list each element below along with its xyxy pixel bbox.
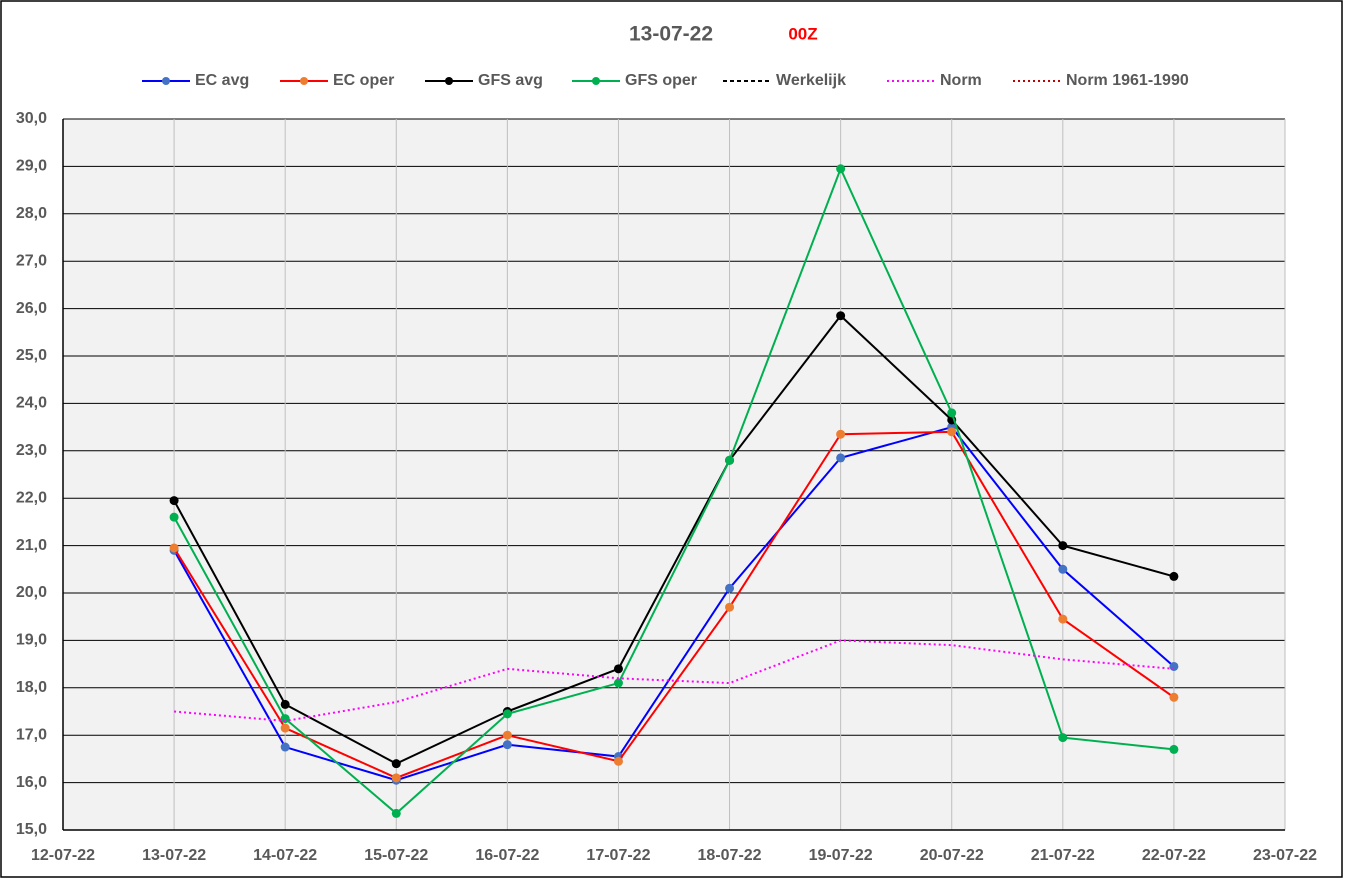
plot-area bbox=[63, 119, 1285, 830]
x-tick-label: 14-07-22 bbox=[253, 847, 317, 864]
series-marker bbox=[1058, 541, 1068, 551]
legend-marker bbox=[162, 77, 170, 85]
legend-label: Werkelijk bbox=[776, 72, 846, 89]
legend-label: EC avg bbox=[195, 72, 249, 89]
x-tick-label: 18-07-22 bbox=[698, 847, 762, 864]
series-marker bbox=[725, 602, 735, 612]
series-marker bbox=[1058, 564, 1068, 574]
series-marker bbox=[836, 164, 846, 174]
chart-title: 13-07-22 bbox=[629, 23, 713, 46]
series-marker bbox=[1058, 733, 1068, 743]
series-marker bbox=[613, 756, 623, 766]
legend-label: GFS avg bbox=[478, 72, 543, 89]
y-tick-label: 16,0 bbox=[16, 774, 47, 791]
series-marker bbox=[1169, 571, 1179, 581]
series-marker bbox=[169, 543, 179, 553]
y-tick-label: 25,0 bbox=[16, 347, 47, 364]
series-marker bbox=[1058, 614, 1068, 624]
series-marker bbox=[169, 496, 179, 506]
x-tick-label: 17-07-22 bbox=[586, 847, 650, 864]
y-tick-label: 17,0 bbox=[16, 726, 47, 743]
series-marker bbox=[280, 699, 290, 709]
y-tick-label: 24,0 bbox=[16, 395, 47, 412]
series-line bbox=[173, 430, 1175, 779]
y-tick-label: 21,0 bbox=[16, 537, 47, 554]
y-tick-label: 26,0 bbox=[16, 300, 47, 317]
series-marker bbox=[836, 429, 846, 439]
y-tick-label: 30,0 bbox=[16, 110, 47, 127]
legend-marker bbox=[445, 77, 453, 85]
series-marker bbox=[502, 709, 512, 719]
legend-label: EC oper bbox=[333, 72, 394, 89]
y-tick-label: 18,0 bbox=[16, 679, 47, 696]
x-tick-label: 15-07-22 bbox=[364, 847, 428, 864]
x-tick-label: 13-07-22 bbox=[142, 847, 206, 864]
chart-subtitle: 00Z bbox=[788, 24, 817, 43]
series-marker bbox=[947, 408, 957, 418]
series-marker bbox=[1169, 692, 1179, 702]
x-tick-label: 23-07-22 bbox=[1253, 847, 1317, 864]
x-tick-label: 20-07-22 bbox=[920, 847, 984, 864]
series-marker bbox=[613, 664, 623, 674]
x-tick-label: 16-07-22 bbox=[475, 847, 539, 864]
series-marker bbox=[947, 427, 957, 437]
series-marker bbox=[502, 740, 512, 750]
series-marker bbox=[613, 678, 623, 688]
series-marker bbox=[391, 808, 401, 818]
series-marker bbox=[1169, 744, 1179, 754]
series-marker bbox=[836, 311, 846, 321]
legend-label: Norm bbox=[940, 72, 982, 89]
x-tick-label: 19-07-22 bbox=[809, 847, 873, 864]
y-tick-label: 27,0 bbox=[16, 252, 47, 269]
y-tick-label: 15,0 bbox=[16, 821, 47, 838]
series-marker bbox=[1169, 661, 1179, 671]
y-tick-label: 29,0 bbox=[16, 158, 47, 175]
series-marker bbox=[280, 742, 290, 752]
series-line bbox=[173, 425, 1175, 782]
y-tick-label: 19,0 bbox=[16, 632, 47, 649]
legend-marker bbox=[300, 77, 308, 85]
series-marker bbox=[391, 759, 401, 769]
series-marker bbox=[280, 714, 290, 724]
series-marker bbox=[725, 583, 735, 593]
series-marker bbox=[836, 453, 846, 463]
series-marker bbox=[725, 455, 735, 465]
legend-marker bbox=[592, 77, 600, 85]
series-marker bbox=[391, 773, 401, 783]
series-marker bbox=[502, 730, 512, 740]
series-marker bbox=[169, 512, 179, 522]
y-tick-label: 23,0 bbox=[16, 442, 47, 459]
y-tick-label: 22,0 bbox=[16, 489, 47, 506]
series-marker bbox=[280, 723, 290, 733]
series-line bbox=[173, 166, 1175, 815]
y-tick-label: 20,0 bbox=[16, 584, 47, 601]
x-tick-label: 12-07-22 bbox=[31, 847, 95, 864]
x-tick-label: 21-07-22 bbox=[1031, 847, 1095, 864]
y-tick-label: 28,0 bbox=[16, 205, 47, 222]
legend-label: Norm 1961-1990 bbox=[1066, 72, 1189, 89]
legend-label: GFS oper bbox=[625, 72, 697, 89]
series-line bbox=[173, 314, 1175, 765]
x-tick-label: 22-07-22 bbox=[1142, 847, 1206, 864]
